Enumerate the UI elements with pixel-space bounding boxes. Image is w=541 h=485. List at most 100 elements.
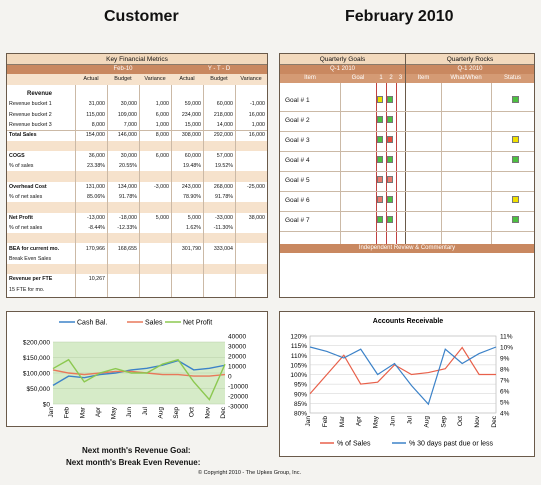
kfm-cell: 8,000 xyxy=(155,132,169,139)
rocks-col-divider xyxy=(491,83,492,244)
accounts-receivable-chart: Accounts Receivable 120% 115% 110% 105% 100% 9… xyxy=(290,318,513,448)
kfm-cell: 243,000 xyxy=(181,183,201,190)
goal-row-line xyxy=(280,191,534,192)
kfm-cell: 1,000 xyxy=(251,121,265,128)
kfm-cell: 218,000 xyxy=(213,111,233,118)
kfm-cell: 5,000 xyxy=(187,214,201,221)
goal-q1-status-marker xyxy=(377,176,383,183)
kfm-month-label: Feb-10 xyxy=(75,65,171,74)
kfm-cell: 333,004 xyxy=(213,245,233,252)
kfm-cell: 78.90% xyxy=(183,194,201,200)
goal-q1-status-marker xyxy=(377,96,383,103)
rock-status-marker xyxy=(512,96,519,103)
chart2-y-tick: 80% xyxy=(294,411,307,418)
goal-label: Goal # 1 xyxy=(285,97,310,104)
chart1-y2-tick: 30000 xyxy=(228,344,246,351)
kfm-cell: 10,267 xyxy=(88,276,105,283)
chart2-y-tick: 120% xyxy=(290,334,307,341)
chart2-x-tick: May xyxy=(373,415,380,428)
kfm-row-label: Revenue bucket 3 xyxy=(9,121,52,128)
kfm-cell: 6,000 xyxy=(155,111,169,118)
kfm-col-blank xyxy=(7,74,75,85)
chart1-y2-tick: 40000 xyxy=(228,334,246,341)
goal-row-line xyxy=(280,131,534,132)
chart1-y-tick: $50,000 xyxy=(27,386,51,393)
goal-q1-status-marker xyxy=(377,196,383,203)
kfm-cell: 57,000 xyxy=(216,152,233,159)
kfm-cell: -25,000 xyxy=(247,183,265,190)
kfm-cell: 268,000 xyxy=(213,183,233,190)
kfm-cell: 91.78% xyxy=(215,194,233,200)
chart2-x-tick: Jun xyxy=(390,416,397,427)
goals-col-header: 3 xyxy=(396,74,405,83)
kfm-col-divider xyxy=(171,85,172,297)
chart2-y-tick: 95% xyxy=(294,382,307,389)
kfm-cell: -8.44% xyxy=(88,224,105,231)
kfm-cell: 1,000 xyxy=(155,101,169,108)
chart1-y2-tick: 20000 xyxy=(228,354,246,361)
rocks-title: Quarterly Rocks xyxy=(406,54,534,65)
kfm-row-label: Net Profit xyxy=(9,214,33,221)
chart1-legend-label: Sales xyxy=(145,320,163,327)
customer-title: Customer xyxy=(104,8,179,25)
kfm-cell: 30,000 xyxy=(120,152,137,159)
kfm-spacer-band xyxy=(7,233,267,244)
chart2-y2-tick: 6% xyxy=(500,389,510,396)
goal-q1-status-marker xyxy=(377,116,383,123)
chart2-x-tick: Apr xyxy=(356,415,363,426)
revenue-goal-label: Next month's Revenue Goal: xyxy=(82,446,191,455)
chart2-y2-tick: 5% xyxy=(500,400,510,407)
chart1-y-tick: $150,000 xyxy=(23,355,50,362)
chart1-y-tick: $100,000 xyxy=(23,371,50,378)
kfm-cell: -12.33% xyxy=(117,224,137,231)
kfm-row-label: % of net sales xyxy=(9,224,43,231)
goal-q2-status-marker xyxy=(387,216,393,223)
kfm-cell: 85.06% xyxy=(87,194,105,200)
kfm-col-header: Variance xyxy=(139,74,171,85)
quarterly-goals-rocks-panel: Quarterly Goals Quarterly Rocks Q-1 2010 Q-… xyxy=(279,53,535,298)
chart1-x-tick: Feb xyxy=(64,407,71,419)
chart1-x-tick: Aug xyxy=(157,407,164,419)
kfm-row-label: COGS xyxy=(9,152,25,159)
chart2-legend-label: % of Sales xyxy=(337,441,371,448)
kfm-cell: 20.55% xyxy=(119,163,137,170)
kfm-col-header: Budget xyxy=(107,74,139,85)
rock-status-marker xyxy=(512,216,519,223)
kfm-cell: -11.30% xyxy=(213,224,233,231)
goal-label: Goal # 2 xyxy=(285,117,310,124)
kfm-cell: 38,000 xyxy=(248,214,265,221)
chart1-y2-tick: 0 xyxy=(228,374,232,381)
kfm-cell: 7,000 xyxy=(123,121,137,128)
kfm-row-label: Break Even Sales xyxy=(9,255,52,262)
chart2-y2-tick: 7% xyxy=(500,378,510,385)
goals-col-divider xyxy=(386,83,387,244)
chart2-y2-tick: 11% xyxy=(500,334,513,341)
kfm-cell: 19.52% xyxy=(215,163,233,170)
goal-label: Goal # 5 xyxy=(285,177,310,184)
rocks-quarter: Q-1 2010 xyxy=(406,65,534,74)
chart1-y-tick: $200,000 xyxy=(23,340,50,347)
chart2-x-tick: Jan xyxy=(305,416,312,427)
goal-label: Goal # 6 xyxy=(285,197,310,204)
chart2-y2-tick: 10% xyxy=(500,345,513,352)
kfm-col-header: Budget xyxy=(203,74,235,85)
goal-row-line xyxy=(280,171,534,172)
kfm-cell: 15,000 xyxy=(184,121,201,128)
kfm-col-header: Actual xyxy=(75,74,107,85)
kfm-cell: 1.62% xyxy=(185,224,201,231)
goals-col-divider xyxy=(396,83,397,244)
chart2-x-tick: Oct xyxy=(457,416,464,426)
goals-title: Quarterly Goals xyxy=(280,54,405,65)
kfm-cell: 8,000 xyxy=(91,121,105,128)
break-even-label: Next month's Break Even Revenue: xyxy=(66,458,201,467)
kfm-cell: 234,000 xyxy=(181,111,201,118)
kfm-spacer-band xyxy=(7,171,267,182)
chart2-x-tick: Nov xyxy=(474,415,481,427)
goal-label: Goal # 4 xyxy=(285,157,310,164)
kfm-cell: -13,000 xyxy=(87,214,105,221)
kfm-cell: -33,000 xyxy=(215,214,233,221)
chart1-y2-tick: -30000 xyxy=(228,404,249,411)
rocks-col-header: Status xyxy=(491,74,534,83)
key-financial-metrics-panel: Key Financial Metrics Feb-10 Y - T - D Actu… xyxy=(6,53,268,298)
kfm-col-header: Actual xyxy=(171,74,203,85)
